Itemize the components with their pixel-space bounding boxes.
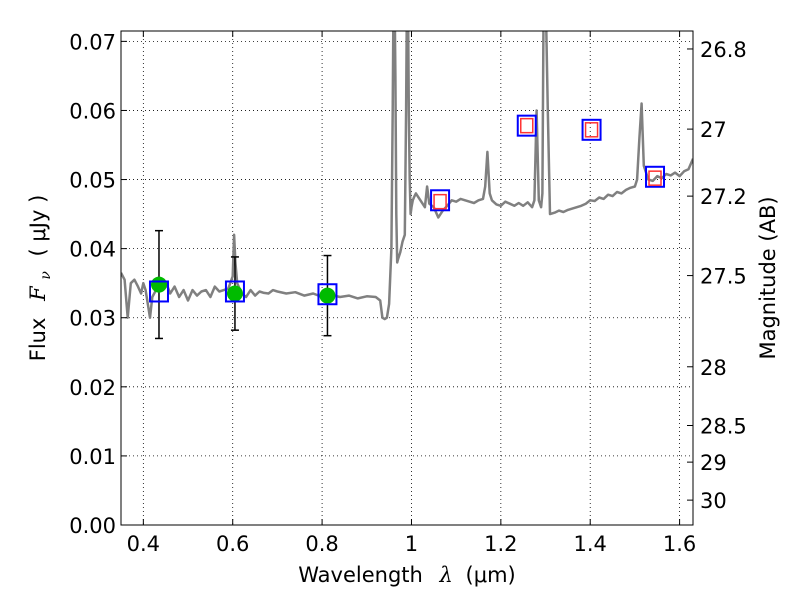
y-axis-unit: ( μJy ) (26, 195, 50, 257)
data-layer (121, 31, 693, 321)
x-axis-unit: (μm) (466, 563, 516, 587)
right-tick-label: 29 (700, 451, 727, 475)
model-point (317, 283, 338, 306)
x-tick-label: 1.2 (484, 532, 517, 556)
x-tick-label: 1 (405, 532, 418, 556)
y-tick-label: 0.00 (69, 514, 116, 538)
y-axis-title: Flux F ν ( μJy ) (26, 195, 55, 362)
right-tick-label: 28 (700, 356, 727, 380)
model-point (224, 280, 245, 303)
x-tick-label: 0.4 (127, 532, 160, 556)
observed-point (150, 276, 167, 293)
y-tick-label: 0.06 (69, 99, 116, 123)
x-axis-title: Wavelength λ (μm) (298, 563, 515, 587)
x-tick-label: 1.6 (663, 532, 696, 556)
model-point (430, 189, 451, 212)
right-tick-label: 27 (700, 118, 727, 142)
predicted-point (584, 122, 599, 138)
x-tick-label: 0.8 (305, 532, 338, 556)
model-point (148, 280, 169, 303)
predicted-point (433, 193, 447, 210)
right-axis-title: Magnitude (AB) (756, 196, 780, 359)
plot-frame (120, 30, 694, 526)
y-axis-label: Flux (26, 318, 50, 362)
y-axis-subscript: ν (38, 271, 54, 280)
x-tick-label: 0.6 (216, 532, 249, 556)
y-tick-label: 0.05 (69, 169, 116, 193)
predicted-point (520, 117, 534, 134)
axes: 0.4 0.6 0.8 1 1.2 1.4 1.6 0.00 0.01 0.02 0.03 0.04 0… (69, 30, 747, 556)
observed-point (226, 285, 243, 302)
predicted-point (648, 170, 662, 186)
x-tick-label: 1.4 (574, 532, 607, 556)
y-tick-label: 0.02 (69, 376, 116, 400)
right-tick-label: 26.8 (700, 38, 747, 62)
right-tick-label: 28.5 (700, 415, 747, 439)
right-tick-label: 27.2 (700, 185, 747, 209)
right-tick-label: 27.5 (700, 265, 747, 289)
y-tick-label: 0.07 (69, 30, 116, 54)
y-tick-label: 0.04 (69, 238, 116, 262)
observed-point (319, 287, 336, 304)
right-tick-label: 30 (700, 489, 727, 513)
model-point (581, 118, 602, 141)
model-point (645, 165, 666, 188)
y-tick-label: 0.01 (69, 445, 116, 469)
spectrum-line (121, 31, 693, 321)
points-layer (148, 114, 666, 340)
model-point (516, 114, 537, 137)
x-axis-label: Wavelength (298, 563, 423, 587)
x-axis-symbol: λ (439, 563, 453, 587)
y-axis-symbol: F (26, 285, 50, 302)
y-tick-label: 0.03 (69, 307, 116, 331)
